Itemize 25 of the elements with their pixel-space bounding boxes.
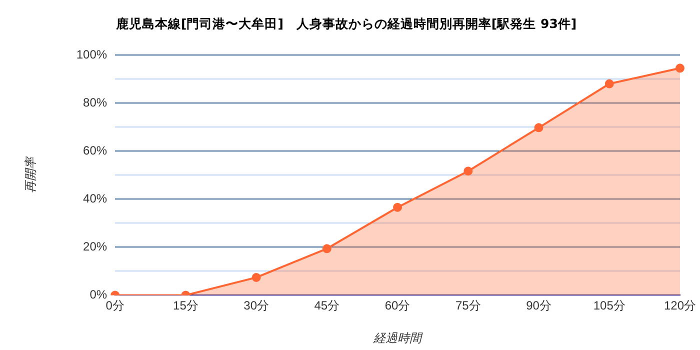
x-tick-label: 45分 [314, 298, 340, 313]
point [252, 272, 261, 282]
x-tick-label: 120分 [664, 298, 696, 313]
y-tick-label: 60% [83, 144, 108, 158]
y-tick-label: 100% [76, 48, 108, 62]
x-tick-label: 15分 [173, 298, 198, 313]
x-tick-label: 0分 [106, 298, 124, 313]
point [393, 202, 402, 212]
x-tick-label: 105分 [593, 298, 626, 313]
chart-title: 鹿児島本線[門司港〜大牟田] 人身事故からの経過時間別再開率[駅発生 93件] [116, 16, 577, 33]
x-tick-label: 30分 [244, 298, 269, 313]
y-tick-label: 80% [83, 96, 108, 110]
y-tick-label: 0% [90, 288, 108, 302]
x-tick-label: 90分 [526, 298, 552, 313]
x-tick-label: 60分 [384, 298, 410, 313]
y-tick-label: 20% [83, 240, 108, 254]
point [604, 79, 614, 88]
point [322, 244, 332, 254]
point [464, 166, 473, 176]
y-axis-title: 再開率 [24, 155, 38, 194]
x-tick-label: 75分 [455, 298, 481, 313]
point [534, 123, 544, 132]
point [675, 64, 684, 73]
y-tick-label: 40% [83, 192, 108, 206]
x-axis-title: 経過時間 [372, 331, 424, 346]
